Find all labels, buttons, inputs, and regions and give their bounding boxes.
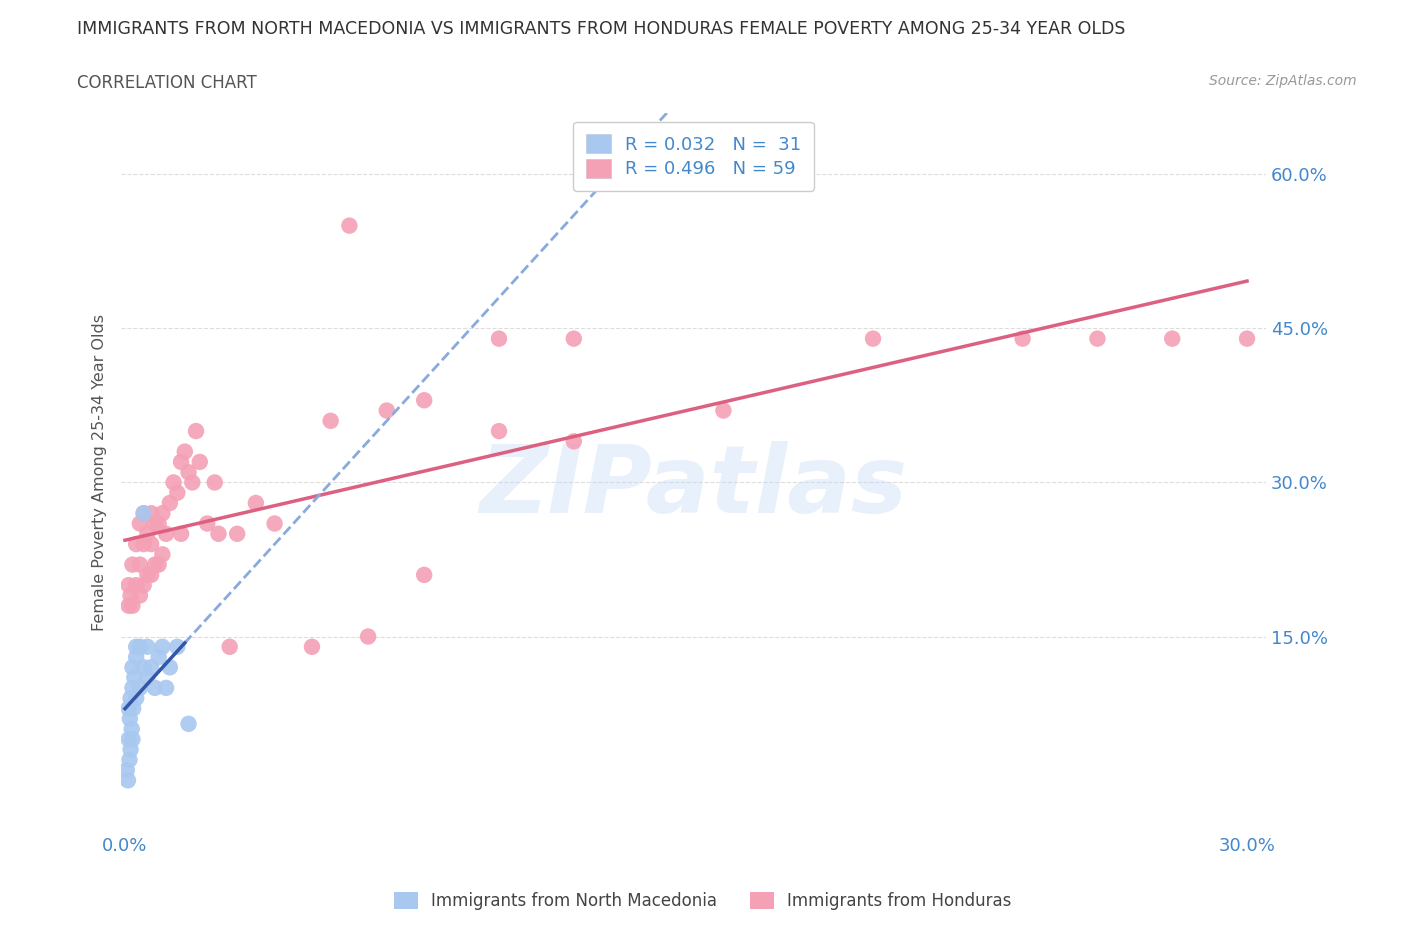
Point: [115, 763, 138, 777]
Point: [173, 445, 195, 459]
Point: [139, 537, 162, 551]
Point: [129, 516, 152, 531]
Point: [170, 526, 193, 541]
Point: [155, 526, 177, 541]
Y-axis label: Female Poverty Among 25-34 Year Olds: Female Poverty Among 25-34 Year Olds: [93, 313, 107, 631]
Point: [413, 392, 436, 407]
Point: [1161, 331, 1184, 346]
Legend: R = 0.032   N =  31, R = 0.496   N = 59: R = 0.032 N = 31, R = 0.496 N = 59: [572, 122, 814, 191]
Point: [125, 537, 148, 551]
Point: [150, 547, 173, 562]
Point: [159, 660, 181, 675]
Point: [713, 403, 735, 418]
Point: [148, 650, 170, 665]
Point: [125, 578, 148, 592]
Text: Source: ZipAtlas.com: Source: ZipAtlas.com: [1209, 74, 1357, 88]
Point: [132, 506, 155, 521]
Point: [136, 567, 159, 582]
Point: [181, 475, 204, 490]
Point: [118, 732, 141, 747]
Point: [159, 496, 181, 511]
Point: [357, 629, 380, 644]
Point: [120, 588, 142, 603]
Point: [143, 557, 166, 572]
Point: [125, 691, 148, 706]
Point: [121, 732, 143, 747]
Point: [166, 639, 188, 654]
Point: [118, 752, 141, 767]
Point: [1087, 331, 1109, 346]
Point: [166, 485, 188, 500]
Point: [124, 671, 146, 685]
Point: [862, 331, 884, 346]
Point: [162, 475, 184, 490]
Point: [375, 403, 398, 418]
Point: [118, 701, 141, 716]
Point: [132, 660, 155, 675]
Point: [129, 557, 152, 572]
Point: [136, 639, 159, 654]
Point: [121, 598, 143, 613]
Point: [177, 716, 200, 731]
Point: [245, 496, 267, 511]
Point: [1236, 331, 1258, 346]
Point: [118, 578, 141, 592]
Point: [136, 526, 159, 541]
Point: [337, 219, 360, 233]
Point: [136, 671, 159, 685]
Point: [319, 413, 342, 428]
Point: [139, 506, 162, 521]
Point: [301, 639, 323, 654]
Point: [155, 681, 177, 696]
Point: [121, 557, 143, 572]
Point: [218, 639, 240, 654]
Point: [562, 331, 585, 346]
Point: [132, 537, 155, 551]
Point: [120, 742, 142, 757]
Point: [562, 434, 585, 449]
Point: [129, 639, 152, 654]
Point: [117, 773, 139, 788]
Point: [413, 567, 436, 582]
Point: [263, 516, 285, 531]
Point: [118, 598, 141, 613]
Point: [120, 691, 142, 706]
Point: [129, 681, 152, 696]
Point: [139, 567, 162, 582]
Point: [125, 650, 148, 665]
Text: IMMIGRANTS FROM NORTH MACEDONIA VS IMMIGRANTS FROM HONDURAS FEMALE POVERTY AMONG: IMMIGRANTS FROM NORTH MACEDONIA VS IMMIG…: [77, 20, 1126, 38]
Point: [150, 506, 173, 521]
Point: [207, 526, 229, 541]
Point: [118, 711, 141, 726]
Text: CORRELATION CHART: CORRELATION CHART: [77, 74, 257, 92]
Point: [121, 722, 143, 737]
Point: [170, 455, 193, 470]
Point: [143, 516, 166, 531]
Point: [121, 681, 143, 696]
Point: [204, 475, 226, 490]
Point: [122, 701, 145, 716]
Point: [132, 506, 155, 521]
Point: [184, 424, 207, 439]
Point: [139, 660, 162, 675]
Point: [121, 660, 143, 675]
Point: [195, 516, 218, 531]
Point: [488, 424, 510, 439]
Point: [188, 455, 211, 470]
Legend: Immigrants from North Macedonia, Immigrants from Honduras: Immigrants from North Macedonia, Immigra…: [388, 885, 1018, 917]
Point: [226, 526, 249, 541]
Text: ZIPatlas: ZIPatlas: [479, 441, 907, 533]
Point: [148, 516, 170, 531]
Point: [125, 639, 148, 654]
Point: [148, 557, 170, 572]
Point: [132, 578, 155, 592]
Point: [150, 639, 173, 654]
Point: [1011, 331, 1033, 346]
Point: [129, 588, 152, 603]
Point: [177, 465, 200, 480]
Point: [143, 681, 166, 696]
Point: [488, 331, 510, 346]
